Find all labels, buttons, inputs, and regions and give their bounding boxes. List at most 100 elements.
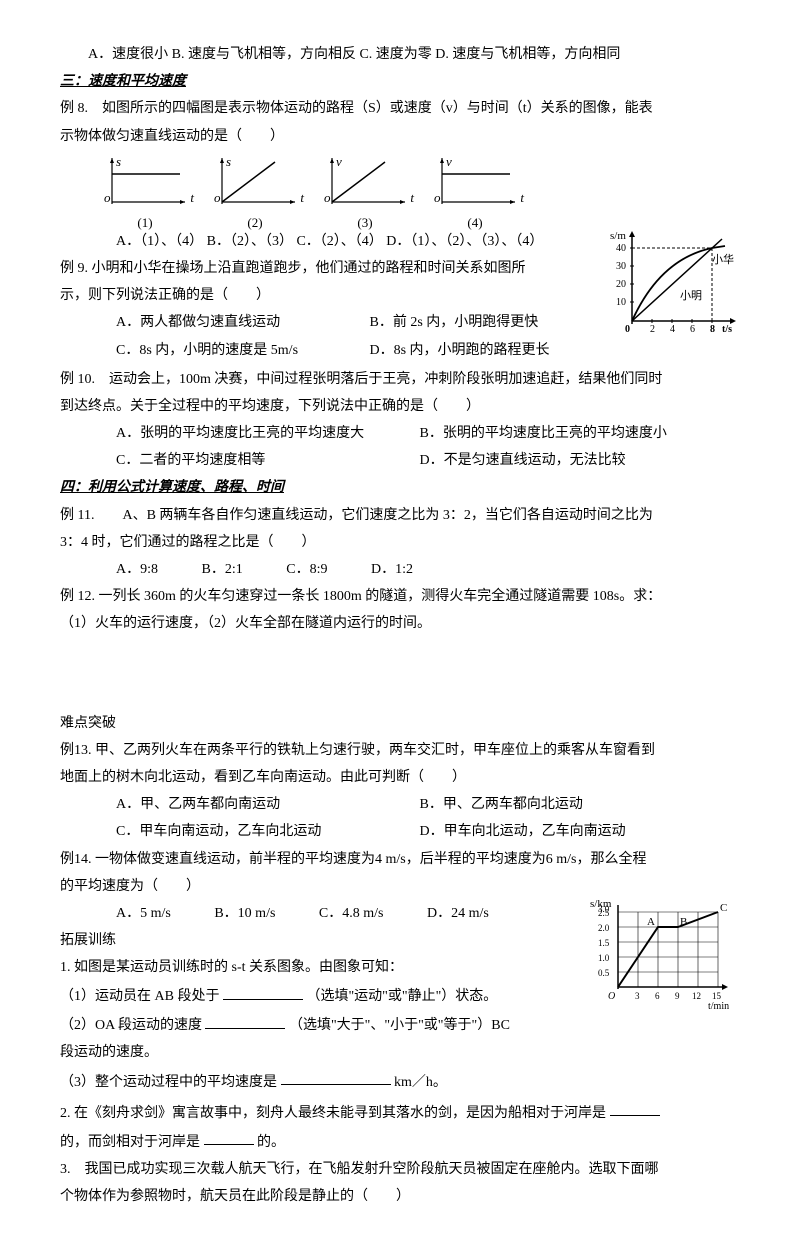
ex10-opt-d: D．不是匀速直线运动，无法比较 (420, 453, 626, 468)
graph-3-svg (320, 154, 410, 209)
tick: 9 (675, 991, 680, 1001)
ex13-opt-a: A．甲、乙两车都向南运动 (116, 792, 416, 817)
ex10-stem-1: 例 10. 运动会上，100m 决赛，中间过程张明落后于王亮，冲刺阶段张明加速追… (60, 367, 740, 392)
ex9-ylabel: s/m (610, 230, 626, 242)
tick: 6 (655, 991, 660, 1001)
axis-y-label: s (226, 150, 231, 173)
axis-y-label: v (446, 150, 452, 173)
ex10-opt-a: A．张明的平均速度比王亮的平均速度大 (116, 421, 416, 446)
label-xiaohua: 小华 (712, 252, 734, 266)
ex11-opt-d: D．1:2 (371, 557, 413, 582)
graph-1: s t o (1) (100, 154, 190, 224)
ex12-sub: （1）火车的运行速度，（2）火车全部在隧道内运行的时间。 (60, 611, 740, 636)
tick: 15 (712, 991, 722, 1001)
graph-2: s t o (2) (210, 154, 300, 224)
graph-2-label: (2) (210, 211, 300, 234)
ex9-xlabel: t/s (722, 324, 732, 335)
hard-title: 难点突破 (60, 711, 740, 736)
q3-stem-1: 3. 我国已成功实现三次载人航天飞行，在飞船发射升空阶段航天员被固定在座舱内。选… (60, 1157, 740, 1182)
ex11-stem-1: 例 11. A、B 两辆车各自作匀速直线运动，它们速度之比为 3：2，当它们各自… (60, 503, 740, 528)
axis-y-label: s (116, 150, 121, 173)
q1-xlabel: t/min (708, 1001, 729, 1012)
graph-4-label: (4) (430, 211, 520, 234)
ex14-opt-c: C．4.8 m/s (319, 901, 384, 926)
ex14-opt-d: D．24 m/s (427, 901, 489, 926)
ex12-stem: 例 12. 一列长 360m 的火车匀速穿过一条长 1800m 的隧道，测得火车… (60, 584, 740, 609)
ex8-stem-1: 例 8. 如图所示的四幅图是表示物体运动的路程（S）或速度（v）与时间（t）关系… (60, 96, 740, 121)
section-3-title: 三：速度和平均速度 (60, 74, 186, 89)
axis-origin: o (104, 186, 111, 209)
ex11-stem-2: 3：4 时，它们通过的路程之比是（ ） (60, 530, 740, 555)
q1-sub2-b: （选填"大于"、"小于"或"等于"）BC (289, 1018, 510, 1033)
q3-stem-2: 个物体作为参照物时，航天员在此阶段是静止的（ ） (60, 1184, 740, 1209)
q1-sub1-a: （1）运动员在 AB 段处于 (60, 989, 219, 1004)
ex11-opt-a: A．9:8 (116, 557, 158, 582)
axis-origin: o (214, 186, 221, 209)
tick: 3.0 (598, 904, 610, 914)
graph-3: v t o (3) (320, 154, 410, 224)
tick: 3 (635, 991, 640, 1001)
q1-graph: s/km 0.5 1.0 1.5 2.0 2.5 3.0 3 6 9 12 15… (590, 897, 740, 1021)
q1-origin: O (608, 991, 615, 1002)
tick: 40 (616, 243, 626, 254)
section-4-title: 四：利用公式计算速度、路程、时间 (60, 480, 284, 495)
svg-text:0: 0 (625, 324, 630, 335)
tick: 2.0 (598, 923, 610, 933)
graph-4-svg (430, 154, 520, 209)
ex13-opt-b: B．甲、乙两车都向北运动 (420, 797, 583, 812)
ex14-opt-b: B．10 m/s (214, 901, 275, 926)
graph-1-label: (1) (100, 211, 190, 234)
q1-sub1-b: （选填"运动"或"静止"）状态。 (306, 989, 497, 1004)
axis-x-label: t (190, 186, 194, 209)
prev-options: A．速度很小 B. 速度与飞机相等，方向相反 C. 速度为零 D. 速度与飞机相… (60, 42, 740, 67)
q2-stem-2: 的，而剑相对于河岸是 (60, 1134, 200, 1149)
ex8-stem-2: 示物体做匀速直线运动的是（ ） (60, 124, 740, 149)
q1-sub2-a: （2）OA 段运动的速度 (60, 1018, 202, 1033)
tick: 6 (690, 324, 695, 335)
ex14-stem-1: 例14. 一物体做变速直线运动，前半程的平均速度为4 m/s，后半程的平均速度为… (60, 847, 740, 872)
tick: 2 (650, 324, 655, 335)
blank-input[interactable] (281, 1068, 391, 1086)
blank-input[interactable] (223, 982, 303, 1000)
ex10-stem-2: 到达终点。关于全过程中的平均速度，下列说法中正确的是（ ） (60, 394, 740, 419)
tick: 12 (692, 991, 701, 1001)
tick: 10 (616, 297, 626, 308)
q2-stem-3: 的。 (257, 1134, 285, 1149)
ex10-opt-b: B．张明的平均速度比王亮的平均速度小 (420, 426, 667, 441)
ex14-stem-2: 的平均速度为（ ） (60, 874, 740, 899)
blank-input[interactable] (610, 1099, 660, 1117)
ex13-opt-d: D．甲车向北运动，乙车向南运动 (420, 824, 626, 839)
tick: 1.0 (598, 953, 610, 963)
q2-stem-1: 2. 在《刻舟求剑》寓言故事中，刻舟人最终未能寻到其落水的剑，是因为船相对于河岸… (60, 1105, 606, 1120)
q1-sub3-a: （3）整个运动过程中的平均速度是 (60, 1074, 277, 1089)
point-b: B (680, 916, 687, 928)
tick: 1.5 (598, 938, 610, 948)
ex9-opt-d: D．8s 内，小明跑的路程更长 (370, 343, 550, 358)
blank-input[interactable] (205, 1011, 285, 1029)
tick: 4 (670, 324, 675, 335)
axis-origin: o (324, 186, 331, 209)
graph-3-label: (3) (320, 211, 410, 234)
ex11-opt-b: B．2:1 (202, 557, 243, 582)
ex14-opt-a: A．5 m/s (116, 901, 171, 926)
graph-1-svg (100, 154, 190, 209)
ex8-graphs: s t o (1) s t o (2) v t o (100, 154, 740, 224)
ex13-opt-c: C．甲车向南运动，乙车向北运动 (116, 819, 416, 844)
label-xiaoming: 小明 (680, 289, 702, 302)
point-c: C (720, 902, 727, 914)
tick: 20 (616, 279, 626, 290)
ex9-graph: s/m 10 20 30 40 2 4 6 8 t/s 0 小华 小明 (610, 229, 740, 348)
tick: 30 (616, 261, 626, 272)
ex13-stem-1: 例13. 甲、乙两列火车在两条平行的铁轨上匀速行驶，两车交汇时，甲车座位上的乘客… (60, 738, 740, 763)
ex10-opt-c: C．二者的平均速度相等 (116, 448, 416, 473)
graph-2-svg (210, 154, 300, 209)
tick: 0.5 (598, 968, 610, 978)
axis-x-label: t (410, 186, 414, 209)
axis-origin: o (434, 186, 441, 209)
ex13-stem-2: 地面上的树木向北运动，看到乙车向南运动。由此可判断（ ） (60, 765, 740, 790)
q1-sub2-c: 段运动的速度。 (60, 1040, 740, 1065)
ex9-opt-a: A．两人都做匀速直线运动 (116, 310, 366, 335)
blank-input[interactable] (204, 1128, 254, 1146)
axis-x-label: t (520, 186, 524, 209)
ex9-opt-c: C．8s 内，小明的速度是 5m/s (116, 338, 366, 363)
